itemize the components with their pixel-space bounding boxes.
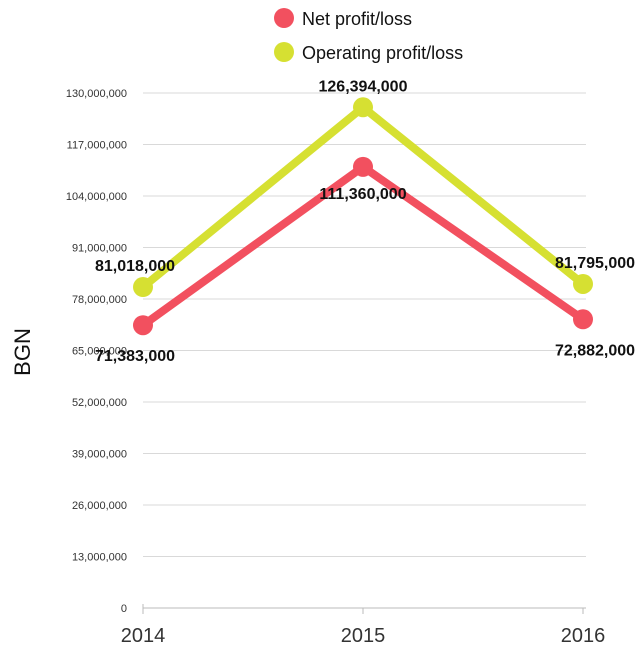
x-tick-label: 2015 <box>341 625 386 647</box>
y-tick-label: 104,000,000 <box>66 191 127 203</box>
y-tick-label: 39,000,000 <box>72 449 127 461</box>
legend-swatch-operating <box>274 42 294 62</box>
legend-item-net[interactable]: Net profit/loss <box>274 8 412 29</box>
y-tick-label: 91,000,000 <box>72 243 127 255</box>
legend-swatch-net <box>274 8 294 28</box>
data-label-1-1: 126,394,000 <box>319 78 408 95</box>
legend: Net profit/loss Operating profit/loss <box>274 8 463 63</box>
series <box>133 97 593 336</box>
data-point-1-0 <box>133 277 153 298</box>
legend-label-operating: Operating profit/loss <box>302 43 463 63</box>
data-label-0-0: 71,383,000 <box>95 348 175 365</box>
legend-item-operating[interactable]: Operating profit/loss <box>274 42 463 63</box>
y-tick-label: 52,000,000 <box>72 397 127 409</box>
x-tick-label: 2016 <box>561 625 606 647</box>
y-tick-label: 13,000,000 <box>72 552 127 564</box>
y-tick-label: 117,000,000 <box>67 140 127 152</box>
data-point-0-2 <box>573 309 593 330</box>
data-label-1-2: 81,795,000 <box>555 255 635 272</box>
data-label-1-0: 81,018,000 <box>95 258 175 275</box>
y-tick-label: 0 <box>121 603 127 615</box>
data-label-0-2: 72,882,000 <box>555 342 635 359</box>
data-labels: 71,383,000 111,360,000 72,882,000 81,018,00… <box>95 78 635 365</box>
y-tick-label: 26,000,000 <box>72 500 127 512</box>
data-point-0-0 <box>133 315 153 336</box>
data-label-0-1: 111,360,000 <box>319 186 406 203</box>
grid <box>143 92 586 609</box>
data-point-1-2 <box>573 273 593 294</box>
x-tick-label: 2014 <box>121 625 166 647</box>
y-axis-label: BGN <box>10 328 35 376</box>
axes: 0 13,000,000 26,000,000 39,000,000 52,000,00… <box>66 88 605 647</box>
data-point-1-1 <box>353 97 373 118</box>
legend-label-net: Net profit/loss <box>302 9 412 29</box>
y-tick-label: 78,000,000 <box>72 294 127 306</box>
y-tick-label: 130,000,000 <box>66 88 127 100</box>
data-point-0-1 <box>353 156 373 177</box>
y-tick-label: 65,000,000 <box>72 346 127 358</box>
